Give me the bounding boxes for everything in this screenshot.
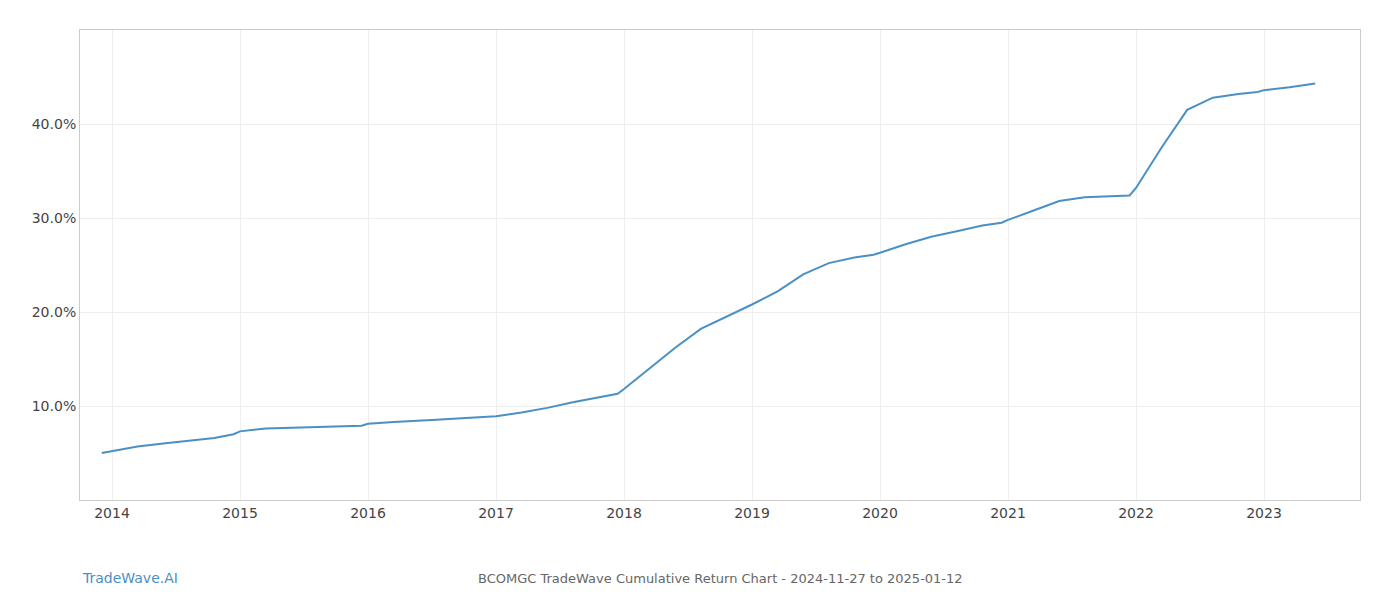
svg-text:2014: 2014	[94, 505, 130, 521]
svg-text:10.0%: 10.0%	[32, 398, 76, 414]
svg-text:2022: 2022	[1118, 505, 1154, 521]
svg-text:30.0%: 30.0%	[32, 210, 76, 226]
svg-text:40.0%: 40.0%	[32, 116, 76, 132]
svg-text:TradeWave.AI: TradeWave.AI	[82, 570, 178, 586]
svg-text:2023: 2023	[1246, 505, 1282, 521]
svg-text:2018: 2018	[606, 505, 642, 521]
svg-text:2019: 2019	[734, 505, 770, 521]
svg-text:BCOMGC TradeWave Cumulative Re: BCOMGC TradeWave Cumulative Return Chart…	[478, 571, 963, 586]
svg-text:2017: 2017	[478, 505, 514, 521]
svg-text:20.0%: 20.0%	[32, 304, 76, 320]
svg-text:2016: 2016	[350, 505, 386, 521]
svg-text:2021: 2021	[990, 505, 1026, 521]
svg-text:2020: 2020	[862, 505, 898, 521]
svg-text:2015: 2015	[222, 505, 258, 521]
